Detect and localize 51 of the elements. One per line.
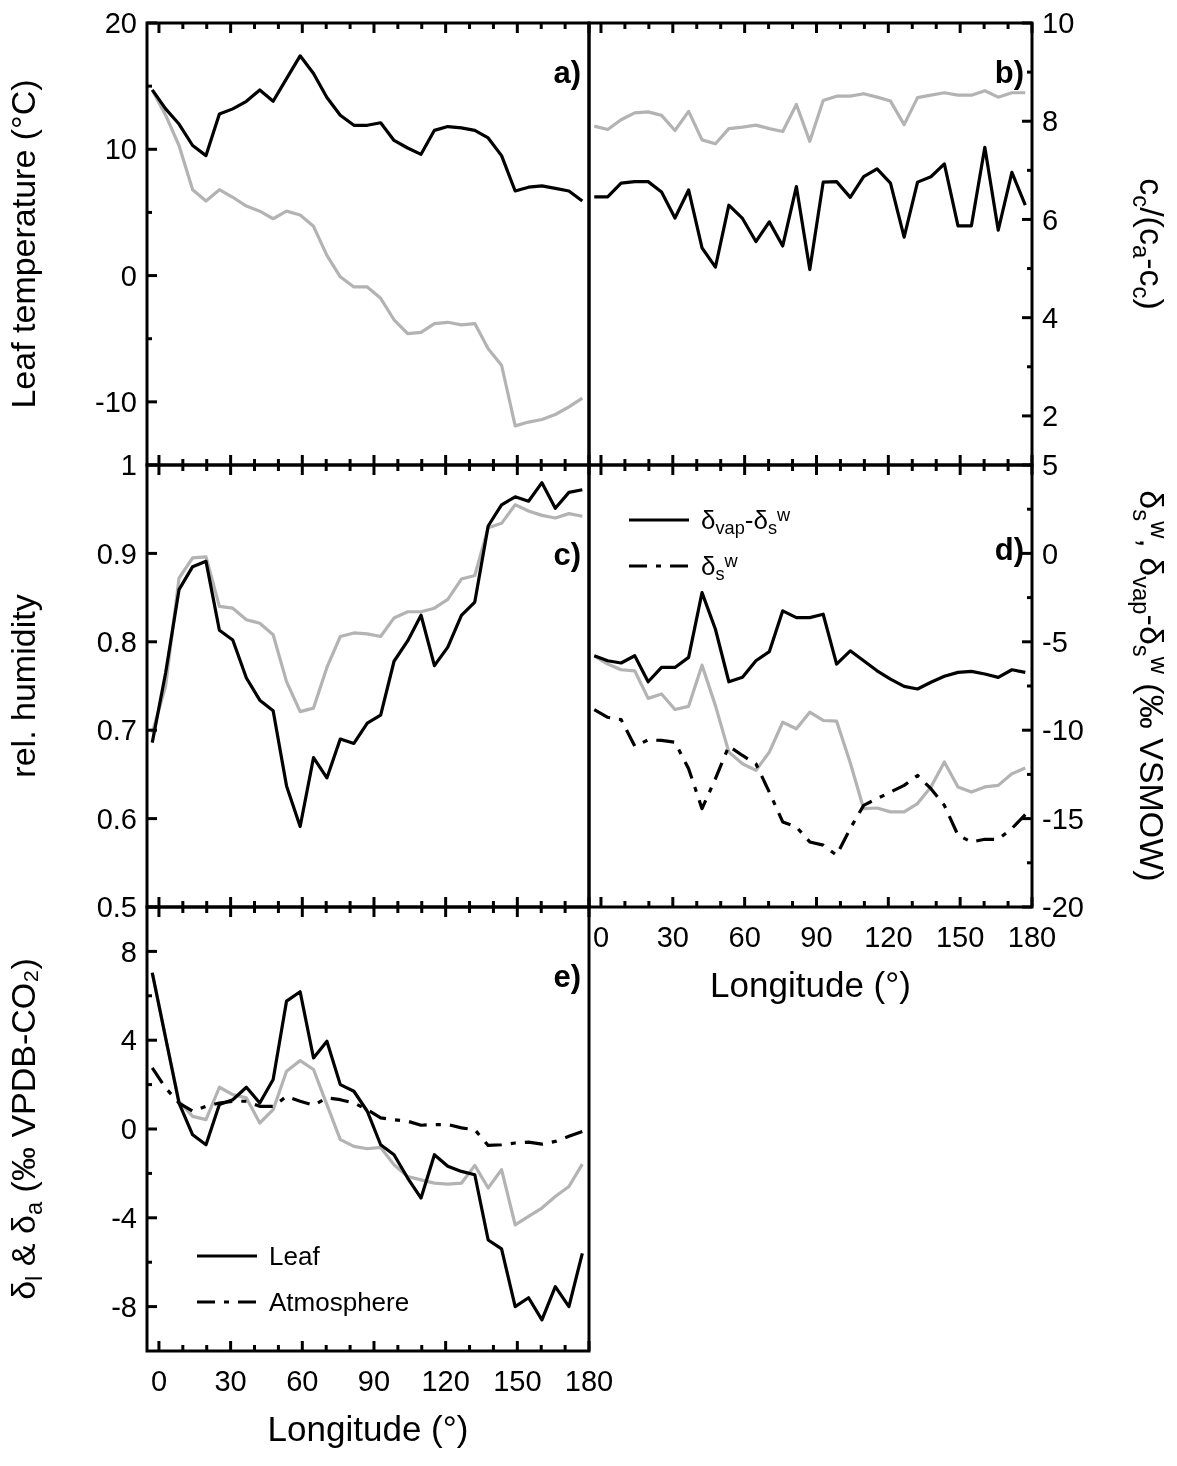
y-tick-label: 20 [104, 7, 137, 40]
y-tick-label: -10 [95, 386, 137, 419]
y2-tick-label: -5 [1042, 625, 1068, 658]
x-axis-title: Longitude (°) [710, 965, 911, 1004]
y-tick-label: 0 [120, 1113, 137, 1146]
y-tick-label: 10 [104, 133, 137, 166]
y-tick-label: 1 [120, 449, 137, 482]
text: d) [994, 532, 1024, 567]
y-tick-label: 0.8 [96, 625, 137, 658]
x-tick-label: 150 [493, 1365, 542, 1397]
x-tick-label: 30 [214, 1365, 247, 1397]
y-axis-title: Leaf temperature (°C) [4, 79, 42, 409]
y2-tick-label: -15 [1042, 802, 1084, 835]
y-tick-label: 8 [120, 935, 137, 968]
x-tick-label: 180 [564, 1365, 614, 1397]
x-tick-label: 60 [728, 921, 761, 953]
text: b) [994, 55, 1024, 90]
x-tick-label: 90 [357, 1365, 391, 1397]
y-axis-title: rel. humidity [4, 594, 42, 778]
y-tick-label: 4 [120, 1024, 137, 1057]
y-tick-label: -8 [111, 1290, 137, 1323]
y2-tick-label: 5 [1042, 449, 1059, 482]
y-tick-label: 0.6 [96, 802, 137, 835]
y2-tick-label: 8 [1042, 105, 1059, 138]
x-tick-label: 150 [935, 921, 985, 953]
text: a) [553, 55, 581, 90]
y2-tick-label: -10 [1042, 714, 1084, 747]
x-tick-label: 60 [286, 1365, 319, 1397]
x-axis-title: Longitude (°) [267, 1409, 469, 1448]
y-tick-label: 0.9 [96, 537, 137, 570]
legend-label: Leaf [269, 1241, 321, 1272]
y-tick-label: 0.7 [96, 714, 137, 747]
y2-tick-label: 2 [1042, 400, 1059, 433]
x-tick-label: 0 [150, 1365, 168, 1397]
text: e) [553, 959, 581, 994]
y-tick-label: -4 [111, 1201, 137, 1234]
y-tick-label: 0 [120, 259, 137, 292]
y2-tick-label: 0 [1042, 537, 1059, 570]
y2-tick-label: 4 [1042, 301, 1059, 334]
y2-tick-label: 10 [1042, 7, 1075, 40]
x-tick-label: 120 [421, 1365, 470, 1397]
text: c) [553, 537, 581, 572]
x-tick-label: 30 [656, 921, 689, 953]
x-tick-label: 90 [800, 921, 833, 953]
x-tick-label: 120 [864, 921, 913, 953]
y-tick-label: 0.5 [96, 891, 137, 924]
legend-label: Atmosphere [269, 1287, 410, 1318]
y2-tick-label: 6 [1042, 203, 1059, 236]
x-tick-label: 180 [1007, 921, 1057, 953]
y2-tick-label: -20 [1042, 891, 1084, 924]
x-tick-label: 0 [592, 921, 610, 953]
